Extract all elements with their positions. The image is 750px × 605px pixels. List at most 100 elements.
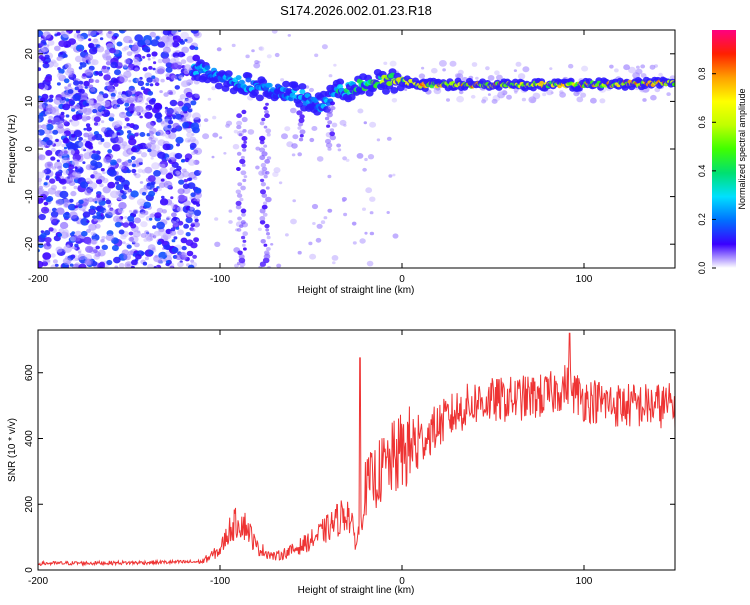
spectrogram-cell: [119, 164, 125, 170]
spectrogram-cell: [242, 231, 248, 237]
spectrogram-cell: [257, 60, 261, 64]
spectrogram-cell: [327, 104, 334, 110]
spectrogram-cell: [108, 116, 115, 122]
spectrogram-cell: [99, 261, 105, 267]
spectrogram-cell: [216, 47, 222, 52]
spectrogram-cell: [61, 133, 66, 137]
spectrogram-cell: [157, 151, 166, 159]
spectrogram-cell: [357, 108, 364, 114]
spectrogram-cell: [225, 120, 233, 126]
spectrogram-cell: [185, 91, 193, 98]
spectrogram-cell: [100, 138, 105, 143]
spectrogram-cell: [253, 62, 261, 69]
spectrogram-cell: [151, 51, 158, 57]
spectrogram-cell: [59, 52, 63, 55]
spectrogram-cell: [146, 49, 151, 53]
spectrogram-cell: [236, 228, 242, 232]
spectrogram-cell: [93, 116, 101, 123]
spectrogram-cell: [496, 74, 503, 81]
spectrogram-cell: [392, 233, 399, 239]
spectrogram-cell: [190, 100, 197, 106]
spectrogram-y-label: Frequency (Hz): [7, 115, 18, 184]
spectrogram-cell: [260, 178, 265, 183]
spectrogram-cell: [73, 130, 83, 138]
spectrogram-cell: [44, 75, 52, 83]
spectrogram-cell: [165, 131, 169, 134]
spectrogram-cell: [42, 169, 47, 174]
spectrogram-cell: [176, 172, 185, 179]
spectrogram-cell: [487, 75, 495, 81]
spectrogram-cell: [133, 56, 140, 63]
spectrogram-cell: [359, 238, 366, 244]
spectrogram-cell: [204, 65, 211, 71]
spectrogram-cell: [136, 157, 143, 163]
spectrogram-cell: [386, 136, 392, 141]
spectrogram-cell: [244, 72, 253, 80]
spectrogram-cell: [517, 73, 526, 80]
spectrogram-cell: [388, 174, 393, 178]
spectrogram-cell: [146, 77, 153, 83]
spectrogram-cell: [39, 112, 44, 117]
spectrogram-cell: [98, 93, 103, 97]
spectrogram-cell: [38, 239, 41, 243]
spectrogram-cell: [573, 91, 580, 97]
spectrogram-cell: [72, 93, 81, 102]
spectrogram-cell: [114, 36, 118, 39]
spectrogram-cell: [309, 137, 315, 143]
spectrogram-cell: [174, 152, 183, 160]
spectrogram-cell: [130, 110, 134, 114]
spectrogram-cell: [485, 66, 490, 71]
spectrogram-cell: [190, 222, 195, 226]
spectrogram-cell: [266, 235, 271, 240]
spectrogram-cell: [157, 41, 165, 48]
spectrogram-cell: [75, 30, 81, 34]
spectrogram-cell: [628, 66, 636, 74]
spectrogram-cell: [91, 239, 97, 245]
spectrogram-cell: [265, 170, 270, 175]
spectrogram-cell: [75, 44, 85, 52]
spectrogram-cell: [134, 217, 141, 224]
colorbar-tick-label: 0.4: [697, 165, 707, 178]
spectrogram-cell: [86, 240, 92, 245]
spectrogram-cell: [491, 98, 498, 104]
spectrogram-cell: [337, 148, 342, 152]
spectrogram-cell: [549, 67, 553, 70]
spectrogram-cell: [290, 107, 297, 114]
spectrogram-cell: [183, 223, 190, 229]
spectrogram-cell: [140, 86, 145, 91]
spectrogram-cell: [298, 117, 305, 123]
spectrogram-cell: [65, 114, 70, 118]
spectrogram-cell: [103, 141, 111, 149]
spectrogram-cell: [118, 111, 127, 119]
spectrogram-cell: [153, 77, 160, 83]
spectrogram-cell: [336, 143, 341, 148]
spectrogram-cell: [62, 162, 70, 169]
spectrogram-cell: [103, 209, 109, 214]
snr-panel: -200 -100 0 100 0 200 400 600 Height of straig…: [7, 329, 676, 596]
spectrogram-cell: [82, 139, 87, 143]
spectrogram-cell: [99, 183, 104, 188]
spectrogram-cell: [127, 150, 131, 154]
spectrogram-cell: [240, 208, 247, 214]
spectrogram-cell: [124, 107, 129, 111]
spectrogram-cell: [88, 223, 97, 231]
spectrogram-cell: [113, 215, 122, 223]
spectrogram-cell: [161, 209, 167, 214]
spectrogram-cell: [38, 154, 46, 161]
spectrogram-cell: [166, 76, 170, 81]
spectrogram-cell: [83, 107, 93, 116]
spectrogram-cell: [135, 132, 140, 136]
spectrogram-cell: [123, 253, 132, 261]
spectrogram-cell: [240, 220, 246, 225]
spectrogram-cell: [177, 229, 184, 236]
spectrogram-cell: [542, 92, 547, 97]
spectrogram-y-ticks: -20 -10 0 10 20: [24, 48, 675, 251]
spectrogram-cell: [291, 143, 298, 149]
spectrogram-cell: [68, 38, 76, 45]
spectrogram-cell: [272, 171, 279, 177]
spectrogram-cell: [91, 153, 99, 161]
spectrogram-cell: [171, 247, 179, 253]
spectrogram-cell: [66, 142, 76, 150]
spectrogram-cell: [271, 30, 278, 34]
spectrogram-cell: [323, 216, 328, 220]
